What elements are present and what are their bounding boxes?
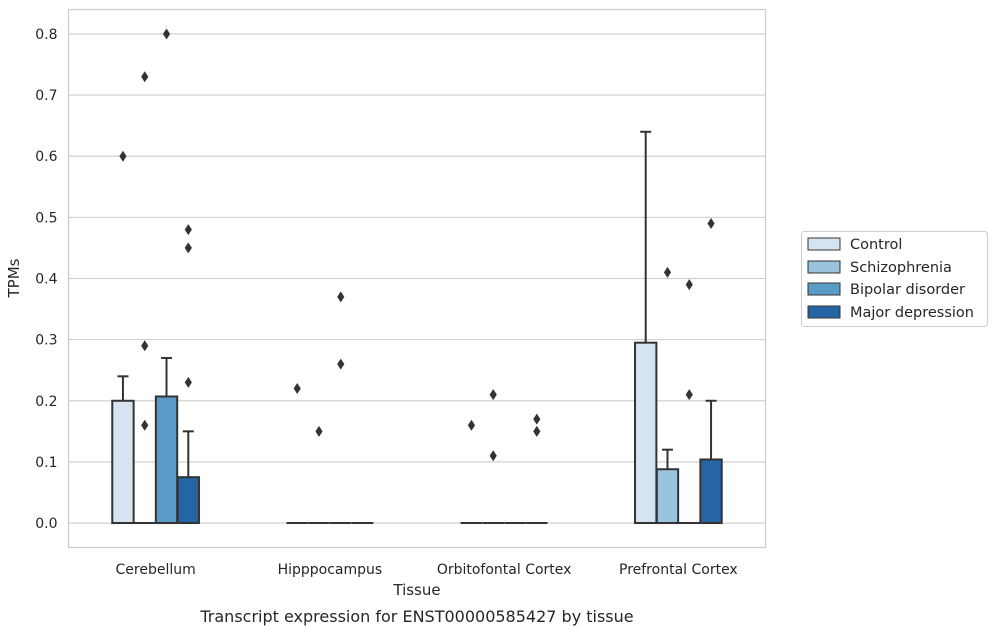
box-control-prefrontal-cortex: [634, 130, 658, 525]
outlier-point: [184, 376, 192, 388]
box-schizophrenia-cerebellum: [134, 71, 156, 525]
series-schizophrenia: [134, 71, 680, 525]
legend-swatch-control: [807, 237, 841, 251]
box-bipolar-disorder-cerebellum: [154, 28, 179, 525]
y-tick-label: 0.7: [35, 88, 57, 104]
y-tick-label: 0.2: [35, 394, 57, 410]
box-major-depression-prefrontal-cortex: [699, 217, 723, 525]
y-axis-label: TPMs: [5, 258, 23, 298]
legend-box: [801, 231, 988, 327]
outlier-point: [467, 419, 476, 431]
y-tick-label: 0.0: [35, 516, 57, 532]
box-body: [111, 399, 135, 525]
outlier-point: [337, 291, 345, 303]
outlier-point: [663, 266, 672, 278]
outlier-point: [533, 425, 541, 437]
y-tick-label: 0.6: [35, 149, 57, 165]
box-schizophrenia-prefrontal-cortex: [655, 266, 680, 525]
legend-label-major-depression: Major depression: [850, 305, 974, 321]
outlier-point: [685, 279, 693, 291]
box-major-depression-cerebellum: [176, 224, 200, 525]
series-control: [111, 130, 658, 525]
outlier-point: [184, 224, 192, 236]
box-body: [154, 395, 179, 525]
legend-label-control: Control: [850, 237, 902, 253]
box-major-depression-orbitofontal-cortex: [526, 413, 548, 525]
outlier-point: [141, 71, 149, 83]
outlier-point: [184, 242, 192, 254]
y-tick-label: 0.4: [35, 272, 57, 288]
box-bipolar-disorder-prefrontal-cortex: [678, 279, 700, 525]
box-body: [176, 476, 200, 525]
box-control-hipppocampus: [286, 383, 308, 525]
x-tick-label: Prefrontal Cortex: [619, 562, 738, 578]
legend-swatch-schizophrenia: [807, 260, 841, 274]
y-tick-label: 0.8: [35, 27, 57, 43]
x-tick-labels: Cerebellum Hipppocampus Orbitofontal Corte…: [116, 562, 738, 578]
box-body: [634, 341, 658, 525]
x-axis-label: Tissue: [392, 581, 440, 599]
box-control-orbitofontal-cortex: [460, 419, 483, 525]
chart-caption: Transcript expression for ENST0000058542…: [199, 607, 633, 626]
x-tick-label: Orbitofontal Cortex: [437, 562, 572, 578]
outlier-point: [489, 450, 497, 462]
plot-area: [111, 28, 723, 525]
axes-frame: [67, 8, 767, 549]
x-tick-label: Hipppocampus: [278, 562, 383, 578]
legend-label-schizophrenia: Schizophrenia: [850, 260, 952, 276]
outlier-point: [533, 413, 541, 425]
outlier-point: [707, 217, 715, 229]
outlier-point: [685, 389, 693, 401]
y-tick-labels: 0.0 0.1 0.2 0.3 0.4 0.5 0.6 0.7 0.8: [35, 27, 57, 532]
legend: Control Schizophrenia Bipolar disorder M…: [801, 231, 988, 327]
box-schizophrenia-hipppocampus: [308, 425, 330, 525]
series-bipolar-disorder: [154, 28, 700, 525]
legend-label-bipolar-disorder: Bipolar disorder: [850, 282, 965, 298]
series-major-depression: [176, 217, 723, 525]
y-tick-label: 0.5: [35, 210, 57, 226]
outlier-point: [489, 389, 497, 401]
x-tick-label: Cerebellum: [116, 562, 196, 578]
box-body: [655, 468, 680, 525]
outlier-point: [293, 383, 301, 395]
outlier-point: [162, 28, 171, 40]
outlier-point: [315, 425, 323, 437]
box-body: [699, 458, 723, 525]
legend-swatch-major-depression: [807, 305, 841, 319]
y-tick-label: 0.3: [35, 333, 57, 349]
box-control-cerebellum: [111, 150, 135, 525]
box-bipolar-disorder-hipppocampus: [330, 291, 352, 525]
box-schizophrenia-orbitofontal-cortex: [482, 389, 504, 525]
outlier-point: [337, 358, 345, 370]
outlier-point: [119, 150, 127, 162]
outlier-point: [141, 419, 149, 431]
outlier-point: [141, 340, 149, 352]
legend-swatch-bipolar-disorder: [807, 282, 841, 296]
y-tick-label: 0.1: [35, 455, 57, 471]
